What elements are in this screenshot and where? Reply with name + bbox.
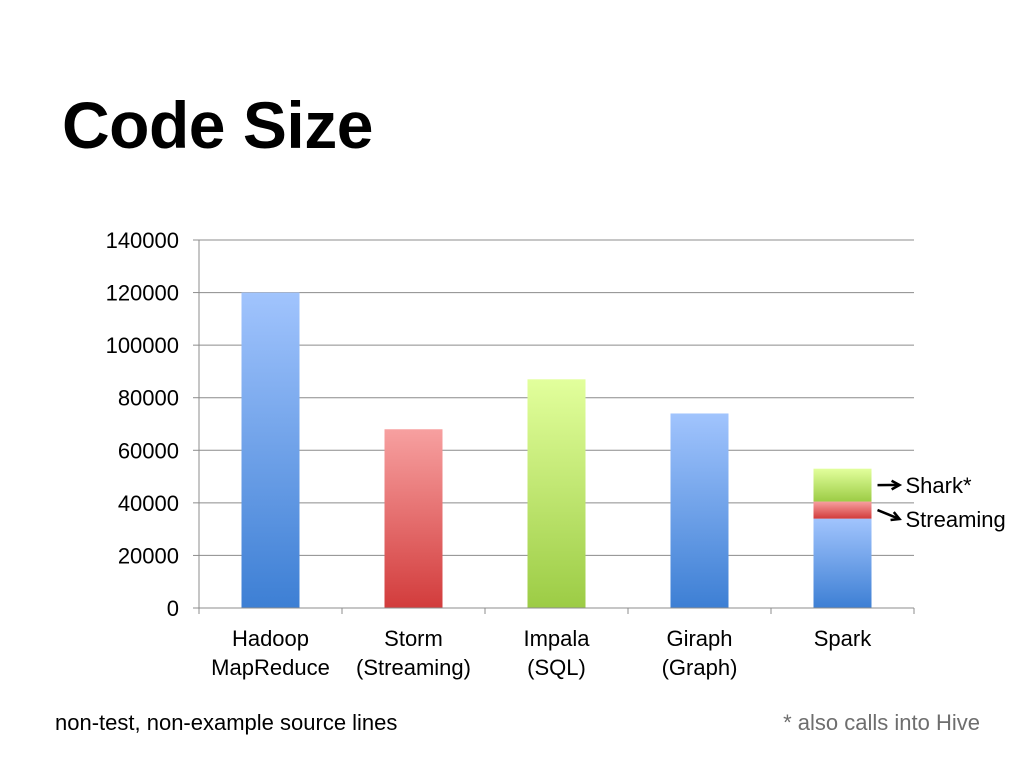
- annotation-arrowhead: [890, 479, 903, 491]
- bar-segment: [813, 518, 872, 608]
- bar-segment: [813, 501, 872, 519]
- segment-annotation-label: Streaming: [906, 507, 1006, 532]
- bar-segment: [527, 379, 586, 608]
- y-axis-tick-label: 140000: [106, 228, 179, 253]
- y-axis-tick-label: 40000: [118, 491, 179, 516]
- bars: [241, 292, 872, 608]
- slide-title: Code Size: [62, 88, 373, 162]
- x-axis-category-label: (Graph): [662, 655, 738, 680]
- footnote-source-lines: non-test, non-example source lines: [55, 710, 398, 735]
- x-axis-category-label: Storm: [384, 626, 443, 651]
- x-axis-category-label: Hadoop: [232, 626, 309, 651]
- annotation-arrow: [877, 508, 900, 521]
- y-axis-tick-label: 80000: [118, 386, 179, 411]
- y-axis-tick-label: 100000: [106, 333, 179, 358]
- y-axis-tick-label: 20000: [118, 543, 179, 568]
- bar-segment: [813, 468, 872, 502]
- footnote-hive-note: * also calls into Hive: [783, 710, 980, 735]
- annotation-arrowhead: [890, 511, 902, 522]
- bar-segment: [384, 429, 443, 608]
- y-axis-tick-label: 0: [167, 596, 179, 621]
- bar-segment: [241, 292, 300, 608]
- x-axis-category-label: Spark: [814, 626, 872, 651]
- bar-segment: [670, 413, 729, 608]
- x-axis-category-label: Impala: [523, 626, 590, 651]
- x-axis: [198, 240, 915, 614]
- segment-annotation-label: Shark*: [906, 473, 972, 498]
- y-axis-tick-label: 60000: [118, 438, 179, 463]
- x-axis-category-label: Giraph: [666, 626, 732, 651]
- y-axis-tick-labels: 0 20000 40000 60000 80000 100000 120000 140000: [106, 228, 179, 621]
- x-axis-category-label: (SQL): [527, 655, 586, 680]
- segment-annotations: Shark* Streaming: [877, 473, 1006, 532]
- y-axis-tick-label: 120000: [106, 281, 179, 306]
- x-axis-category-label: MapReduce: [211, 655, 330, 680]
- x-axis-category-labels: Hadoop MapReduce Storm (Streaming) Impala (SQ…: [211, 626, 872, 680]
- x-axis-category-label: (Streaming): [356, 655, 471, 680]
